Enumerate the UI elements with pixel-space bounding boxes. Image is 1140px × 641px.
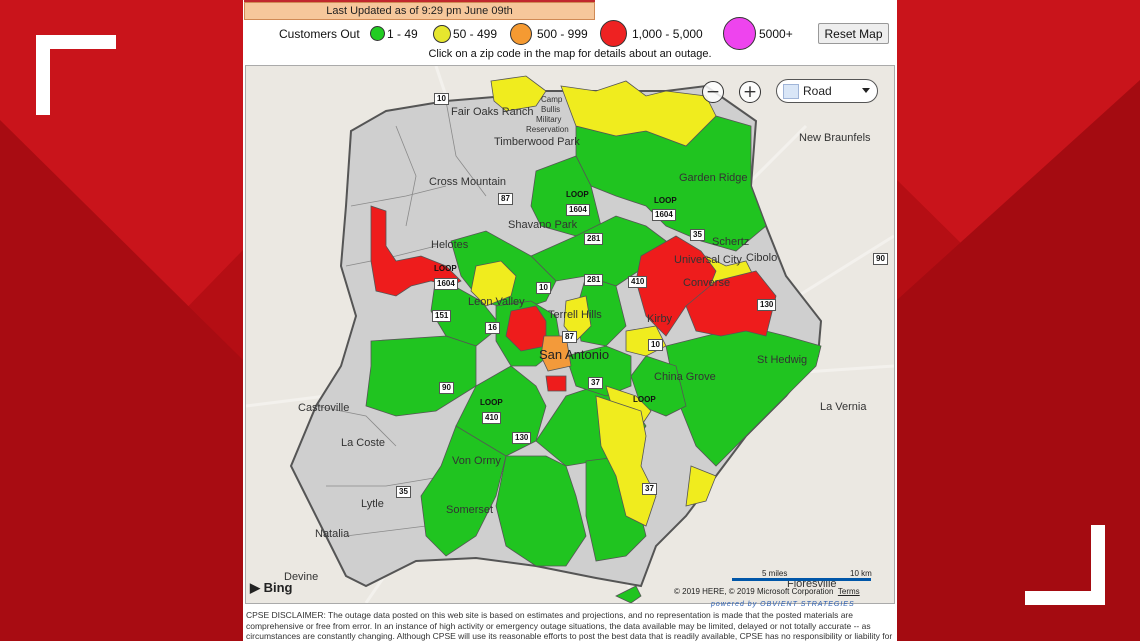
corner-bracket-top-left: [36, 35, 116, 49]
shield-130-south: 130: [512, 432, 532, 444]
place-kirby: Kirby: [647, 313, 673, 325]
bing-logo-text: Bing: [263, 580, 293, 595]
shield-90-east: 90: [873, 253, 888, 265]
shield-i37-north: 37: [588, 377, 603, 389]
place-fair-oaks: Fair Oaks Ranch: [451, 106, 534, 118]
scale-bar: [732, 578, 871, 581]
map-copyright: © 2019 HERE, © 2019 Microsoft Corporatio…: [674, 587, 860, 596]
shield-i410-ne: 410: [628, 276, 648, 288]
chevron-down-icon: [862, 88, 870, 93]
legend-label-2: 50 - 499: [453, 27, 498, 41]
shield-loop-ne: 1604: [652, 209, 676, 221]
shield-i37-south: 37: [642, 483, 657, 495]
place-china-grove: China Grove: [654, 371, 716, 383]
legend: Customers Out 1 - 49 50 - 499 500 - 999 …: [243, 17, 897, 50]
place-devine: Devine: [284, 571, 319, 583]
legend-label-4: 1,000 - 5,000: [632, 27, 703, 41]
corner-bracket-top-left-vert: [36, 35, 50, 115]
place-converse: Converse: [683, 277, 731, 289]
scale-miles: 5 miles: [762, 569, 788, 578]
legend-swatch-magenta: [723, 17, 756, 50]
corner-bracket-bottom-right-vert: [1091, 525, 1105, 605]
shield-loop-w: 1604: [434, 278, 458, 290]
powered-by[interactable]: powered by OBVIENT STRATEGIES: [711, 601, 855, 608]
place-camp-bullis: Camp: [541, 95, 563, 104]
place-timberwood: Timberwood Park: [494, 136, 580, 148]
copyright-text: © 2019 HERE, © 2019 Microsoft Corporatio…: [674, 587, 834, 596]
place-new-braunfels: New Braunfels: [799, 132, 871, 144]
shield-loop-w-label: LOOP: [434, 264, 457, 273]
place-terrell-hills: Terrell Hills: [548, 309, 602, 321]
place-cibolo: Cibolo: [746, 252, 778, 264]
legend-title: Customers Out: [279, 27, 360, 41]
place-cross-mountain: Cross Mountain: [429, 176, 507, 188]
place-floresville: Floresville: [787, 578, 837, 590]
shield-i35-south: 35: [396, 486, 411, 498]
place-camp-bullis-2: Bullis: [541, 105, 561, 114]
header-strip: [244, 0, 595, 3]
legend-swatch-yellow: [433, 25, 451, 43]
place-castroville: Castroville: [298, 402, 350, 414]
legend-label-5: 5000+: [759, 27, 793, 41]
place-somerset: Somerset: [446, 504, 494, 516]
shield-i10-north: 10: [434, 93, 449, 105]
shield-loop-s-label: LOOP: [480, 398, 503, 407]
place-helotes: Helotes: [431, 239, 469, 251]
zoom-out-button[interactable]: −: [702, 81, 724, 103]
road-map-icon: [783, 84, 799, 99]
place-universal-city: Universal City: [674, 254, 742, 266]
outage-map[interactable]: Fair Oaks Ranch Camp Bullis Military Res…: [245, 65, 895, 604]
place-st-hedwig: St Hedwig: [757, 354, 808, 366]
reset-map-button[interactable]: Reset Map: [818, 23, 889, 44]
legend-swatch-green: [370, 26, 385, 41]
map-type-select[interactable]: Road: [776, 79, 878, 103]
bing-logo: ▶ Bing: [250, 580, 293, 595]
shield-loop-nw: 1604: [566, 204, 590, 216]
shield-16: 16: [485, 322, 500, 334]
shield-281-north: 281: [584, 233, 604, 245]
shield-loop-se-label: LOOP: [633, 395, 656, 404]
disclaimer-text: CPSE DISCLAIMER: The outage data posted …: [246, 610, 893, 641]
shield-i410-sw: 410: [482, 412, 502, 424]
map-type-value: Road: [803, 84, 832, 98]
shield-151: 151: [432, 310, 452, 322]
legend-label-3: 500 - 999: [537, 27, 588, 41]
shield-90-west: 90: [439, 382, 454, 394]
corner-bracket-bottom-right: [1025, 591, 1105, 605]
place-la-coste: La Coste: [341, 437, 386, 449]
place-la-vernia: La Vernia: [820, 401, 867, 413]
place-lytle: Lytle: [361, 498, 384, 510]
place-camp-bullis-3: Military: [536, 115, 562, 124]
shield-130-east: 130: [757, 299, 777, 311]
last-updated-banner: Last Updated as of 9:29 pm June 09th: [244, 2, 595, 20]
outage-zones-red[interactable]: [370, 205, 777, 392]
legend-label-1: 1 - 49: [387, 27, 418, 41]
shield-87-mid: 87: [562, 331, 577, 343]
place-leon-valley: Leon Valley: [468, 296, 525, 308]
place-schertz: Schertz: [712, 236, 750, 248]
shield-i10-east: 10: [648, 339, 663, 351]
shield-281-mid: 281: [584, 274, 604, 286]
outage-map-panel: Last Updated as of 9:29 pm June 09th Cus…: [243, 0, 897, 641]
terms-link[interactable]: Terms: [837, 587, 860, 596]
place-camp-bullis-4: Reservation: [526, 125, 569, 134]
shield-loop-ne-label: LOOP: [654, 196, 677, 205]
zoom-in-button[interactable]: +: [739, 81, 761, 103]
place-san-antonio: San Antonio: [539, 347, 610, 362]
shield-i35-north: 35: [690, 229, 705, 241]
shield-loop-nw-label: LOOP: [566, 190, 589, 199]
legend-swatch-orange: [510, 23, 532, 45]
legend-swatch-red: [600, 20, 627, 47]
shield-i10-mid: 10: [536, 282, 551, 294]
map-instruction: Click on a zip code in the map for detai…: [428, 48, 712, 60]
place-von-ormy: Von Ormy: [452, 455, 501, 467]
place-garden-ridge: Garden Ridge: [679, 172, 748, 184]
place-natalia: Natalia: [315, 528, 350, 540]
scale-km: 10 km: [850, 569, 872, 578]
place-shavano: Shavano Park: [508, 219, 578, 231]
shield-87-north: 87: [498, 193, 513, 205]
